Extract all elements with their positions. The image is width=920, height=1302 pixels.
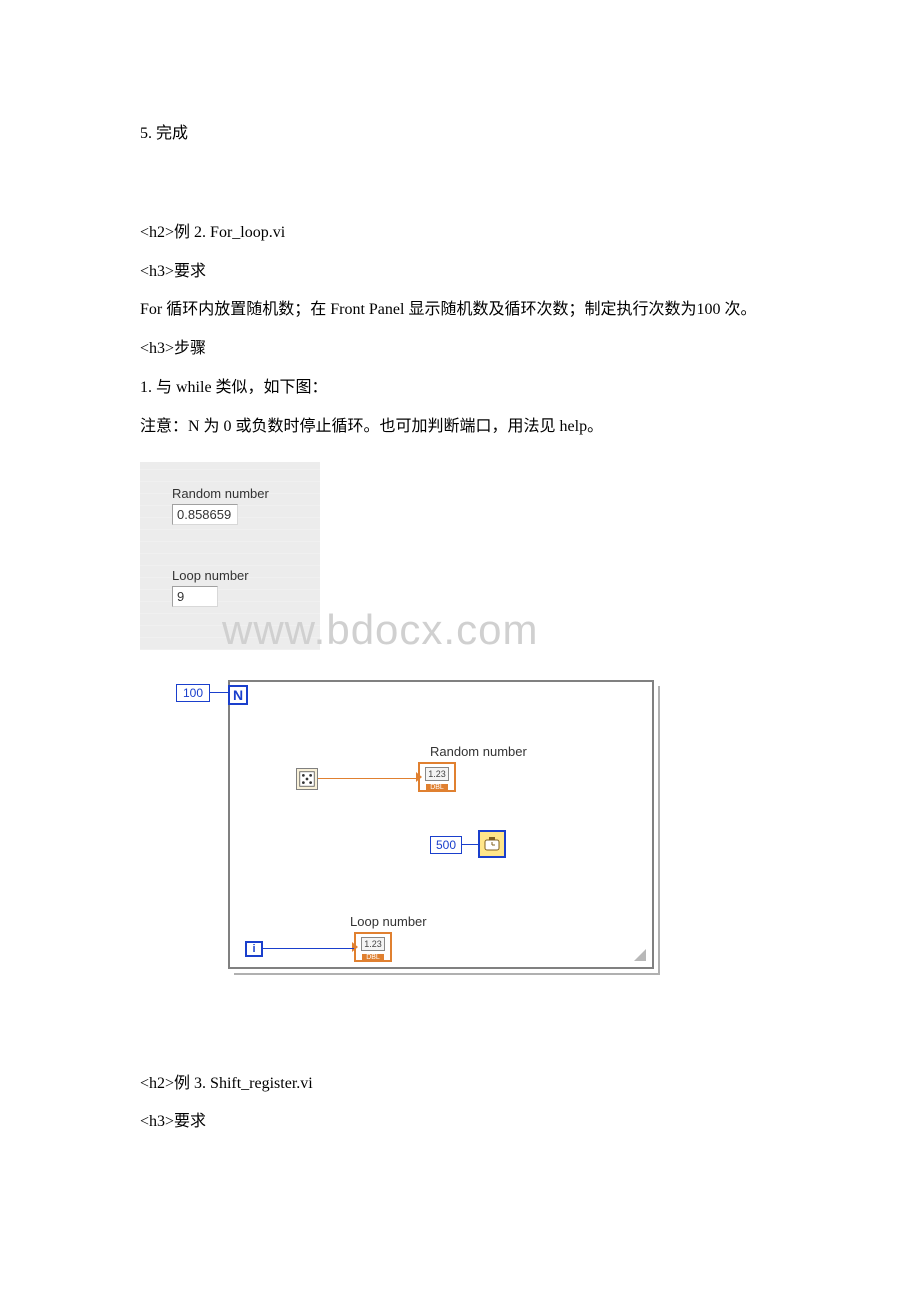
loop-indicator: 1.23 DBL	[354, 932, 392, 964]
n-wire	[210, 692, 228, 694]
i-wire	[263, 948, 354, 950]
text-line-9: <h3>要求	[140, 1108, 820, 1137]
block-diagram-screenshot: 100 N Random number	[176, 680, 661, 980]
random-number-bd-label: Random number	[430, 744, 527, 759]
random-dice-icon	[296, 768, 318, 790]
for-loop-structure: N Random number	[228, 680, 660, 975]
random-wire	[318, 778, 418, 780]
wait-constant: 500	[430, 836, 462, 854]
random-number-value: 0.858659	[172, 504, 238, 525]
n-terminal: N	[228, 685, 248, 705]
text-line-8: <h2>例 3. Shift_register.vi	[140, 1070, 820, 1099]
random-number-label: Random number	[172, 486, 269, 501]
text-line-5: <h3>步骤	[140, 335, 820, 364]
text-line-2: <h2>例 2. For_loop.vi	[140, 219, 820, 248]
watermark-text: www.bdocx.com	[222, 606, 538, 654]
n-constant: 100	[176, 684, 210, 702]
loop-number-label: Loop number	[172, 568, 249, 583]
text-line-4: For 循环内放置随机数；在 Front Panel 显示随机数及循环次数；制定…	[100, 296, 820, 325]
loop-number-bd-label: Loop number	[350, 914, 427, 929]
loop-number-value: 9	[172, 586, 218, 607]
text-line-1: 5. 完成	[140, 120, 820, 149]
wait-ms-icon	[478, 830, 506, 858]
i-terminal: i	[245, 941, 263, 957]
text-line-3: <h3>要求	[140, 258, 820, 287]
random-indicator: 1.23 DBL	[418, 762, 456, 794]
text-line-7: 注意：N 为 0 或负数时停止循环。也可加判断端口，用法见 help。	[140, 413, 820, 442]
text-line-6: 1. 与 while 类似，如下图：	[140, 374, 820, 403]
wait-wire	[462, 844, 478, 846]
